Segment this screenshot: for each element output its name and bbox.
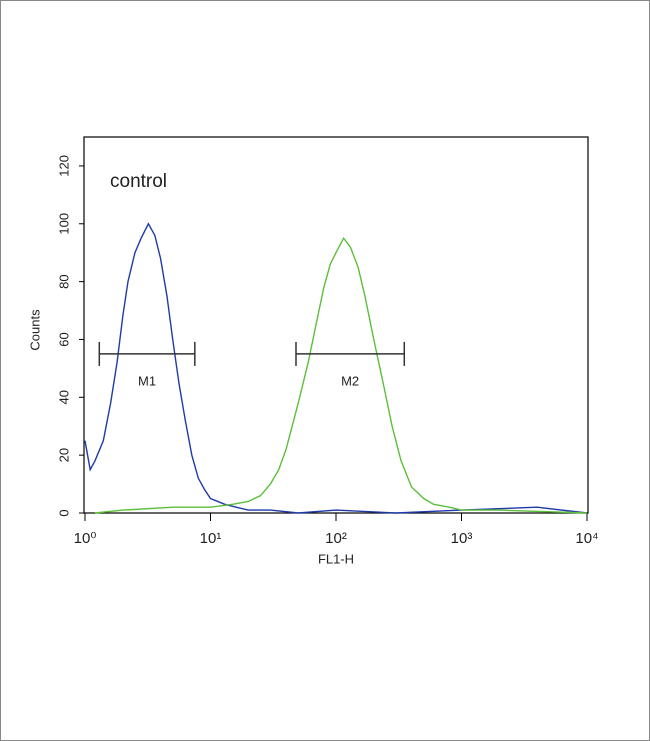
annotation: control [110,171,167,192]
y-tick-label: 80 [56,274,71,288]
y-tick-label: 20 [56,448,71,462]
y-tick-label: 100 [56,213,71,235]
y-tick-label: 120 [56,155,71,177]
x-tick-label: 10⁰ [74,530,97,547]
x-tick-label: 10⁴ [575,530,598,547]
x-axis-label: FL1-H [318,551,354,566]
x-tick-label: 10² [325,530,347,547]
histogram-line [84,222,588,514]
x-tick-label: 10³ [451,530,473,547]
x-tick-label: 10¹ [200,530,222,547]
histogram-line [94,236,588,514]
y-axis-label: Counts [27,309,42,351]
marker-label: M2 [341,373,359,388]
marker-label: M1 [138,373,156,388]
y-tick-label: 0 [56,509,71,516]
y-tick-label: 40 [56,390,71,404]
y-tick-label: 60 [56,332,71,346]
